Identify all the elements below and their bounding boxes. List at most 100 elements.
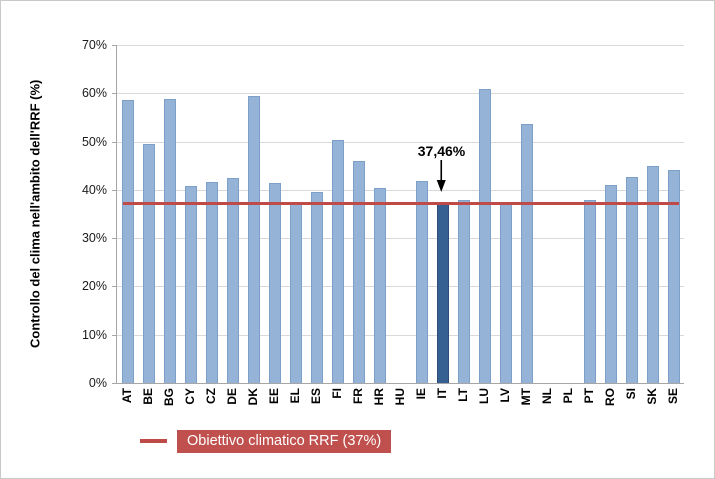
x-axis-label-at: AT: [119, 388, 134, 404]
y-tick-mark: [112, 238, 117, 240]
y-tick-mark: [112, 383, 117, 384]
bar-mt: [520, 124, 533, 383]
x-label-slot-hr: HR: [368, 388, 389, 420]
bar-de: [226, 177, 239, 383]
x-axis-label-ro: RO: [602, 388, 617, 406]
y-tick-label: 30%: [81, 231, 107, 246]
x-axis-label-pl: PL: [560, 388, 575, 404]
x-label-slot-se: SE: [662, 388, 683, 420]
x-label-slot-lt: LT: [452, 388, 473, 420]
bar-be: [142, 144, 155, 383]
x-axis-label-nl: NL: [539, 388, 554, 404]
gridline: [117, 45, 684, 46]
x-label-slot-mt: MT: [515, 388, 536, 420]
bar-ee: [268, 182, 281, 383]
x-axis-label-lv: LV: [497, 388, 512, 403]
bar-hr: [373, 187, 386, 383]
y-tick-mark: [112, 141, 117, 143]
x-axis-label-fr: FR: [350, 388, 365, 404]
x-axis-label-hu: HU: [392, 388, 407, 406]
bar-es: [310, 192, 323, 383]
bar-lv: [499, 201, 512, 383]
bar-slot-si: [621, 45, 642, 383]
bar-sk: [646, 166, 659, 383]
highlight-annotation: 37,46%: [418, 143, 465, 193]
x-axis-label-ee: EE: [266, 388, 281, 405]
gridline: [117, 334, 684, 336]
x-axis-label-lt: LT: [455, 388, 470, 402]
x-label-slot-hu: HU: [389, 388, 410, 420]
bar-slot-lv: [495, 45, 516, 383]
x-label-slot-bg: BG: [158, 388, 179, 420]
bar-el: [289, 201, 302, 383]
x-axis-label-mt: MT: [518, 388, 533, 406]
y-tick-mark: [112, 334, 117, 336]
bar-pt: [583, 200, 596, 383]
x-label-slot-dk: DK: [242, 388, 263, 420]
bar-slot-lu: [474, 45, 495, 383]
x-axis-labels: AT BE BG CY CZ DE DK EE EL ES FI FR HR HU IE IT LT LU LV MT…: [116, 388, 683, 420]
x-axis-label-lu: LU: [476, 388, 491, 404]
y-axis-tick-labels: 0% 10% 20% 30% 40% 50% 60% 70%: [1, 38, 107, 390]
x-label-slot-ie: IE: [410, 388, 431, 420]
x-axis-label-sk: SK: [644, 388, 659, 405]
x-axis-label-fi: FI: [329, 388, 344, 399]
bar-slot-it: [432, 45, 453, 383]
plot-area: [112, 45, 684, 384]
y-tick-mark: [112, 189, 117, 191]
bar-fr: [352, 160, 365, 383]
bar-si: [625, 177, 638, 383]
bar-ie: [415, 181, 428, 383]
x-axis-label-be: BE: [140, 388, 155, 405]
bar-fi: [331, 140, 344, 383]
gridline: [117, 286, 684, 288]
bar-slot-ee: [264, 45, 285, 383]
bar-slot-hr: [369, 45, 390, 383]
x-axis-label-cz: CZ: [203, 388, 218, 404]
y-tick-mark: [112, 93, 117, 95]
bar-slot-pl: [558, 45, 579, 383]
bar-dk: [247, 96, 260, 383]
bar-se: [667, 169, 680, 383]
gridline: [117, 238, 684, 240]
bar-lt: [457, 200, 470, 383]
x-axis-label-cy: CY: [182, 388, 197, 405]
x-label-slot-lv: LV: [494, 388, 515, 420]
x-label-slot-cz: CZ: [200, 388, 221, 420]
x-label-slot-it: IT: [431, 388, 452, 420]
x-axis-label-ie: IE: [413, 388, 428, 400]
bar-slot-se: [663, 45, 684, 383]
bar-slot-ie: [411, 45, 432, 383]
bar-slot-lt: [453, 45, 474, 383]
bar-slot-ro: [600, 45, 621, 383]
x-axis-label-el: EL: [287, 388, 302, 404]
y-tick-mark: [112, 45, 117, 46]
bar-it: [436, 202, 449, 383]
y-tick-label: 70%: [81, 38, 107, 52]
x-axis-label-pt: PT: [581, 388, 596, 404]
x-label-slot-sk: SK: [641, 388, 662, 420]
x-axis-label-dk: DK: [245, 388, 260, 406]
bar-slot-nl: [537, 45, 558, 383]
gridline: [117, 189, 684, 191]
x-label-slot-ee: EE: [263, 388, 284, 420]
x-axis-label-hr: HR: [371, 388, 386, 406]
x-axis-label-bg: BG: [161, 388, 176, 406]
gridline: [117, 141, 684, 143]
bar-slot-de: [222, 45, 243, 383]
x-label-slot-at: AT: [116, 388, 137, 420]
x-label-slot-es: ES: [305, 388, 326, 420]
x-label-slot-pt: PT: [578, 388, 599, 420]
bar-slot-es: [306, 45, 327, 383]
bar-slot-el: [285, 45, 306, 383]
y-tick-label: 60%: [81, 86, 107, 101]
gridline: [117, 93, 684, 95]
x-label-slot-fi: FI: [326, 388, 347, 420]
legend-line-swatch: [140, 439, 167, 443]
x-label-slot-lu: LU: [473, 388, 494, 420]
down-arrow-icon: [436, 160, 446, 192]
x-label-slot-ro: RO: [599, 388, 620, 420]
y-tick-label: 20%: [81, 279, 107, 294]
x-label-slot-cy: CY: [179, 388, 200, 420]
